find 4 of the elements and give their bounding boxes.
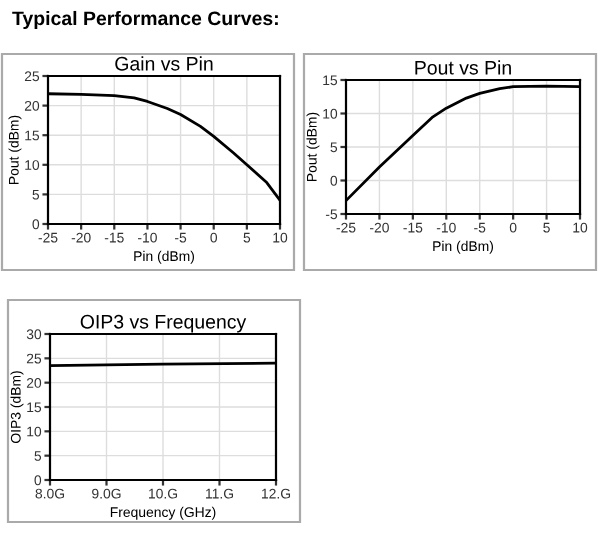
chart-title: Gain vs Pin — [115, 56, 213, 71]
chart-title: Pout vs Pin — [415, 60, 511, 75]
text: Typical Performance Curves: — [12, 10, 278, 30]
chart-title: OIP3 vs Frequency — [80, 314, 247, 333]
